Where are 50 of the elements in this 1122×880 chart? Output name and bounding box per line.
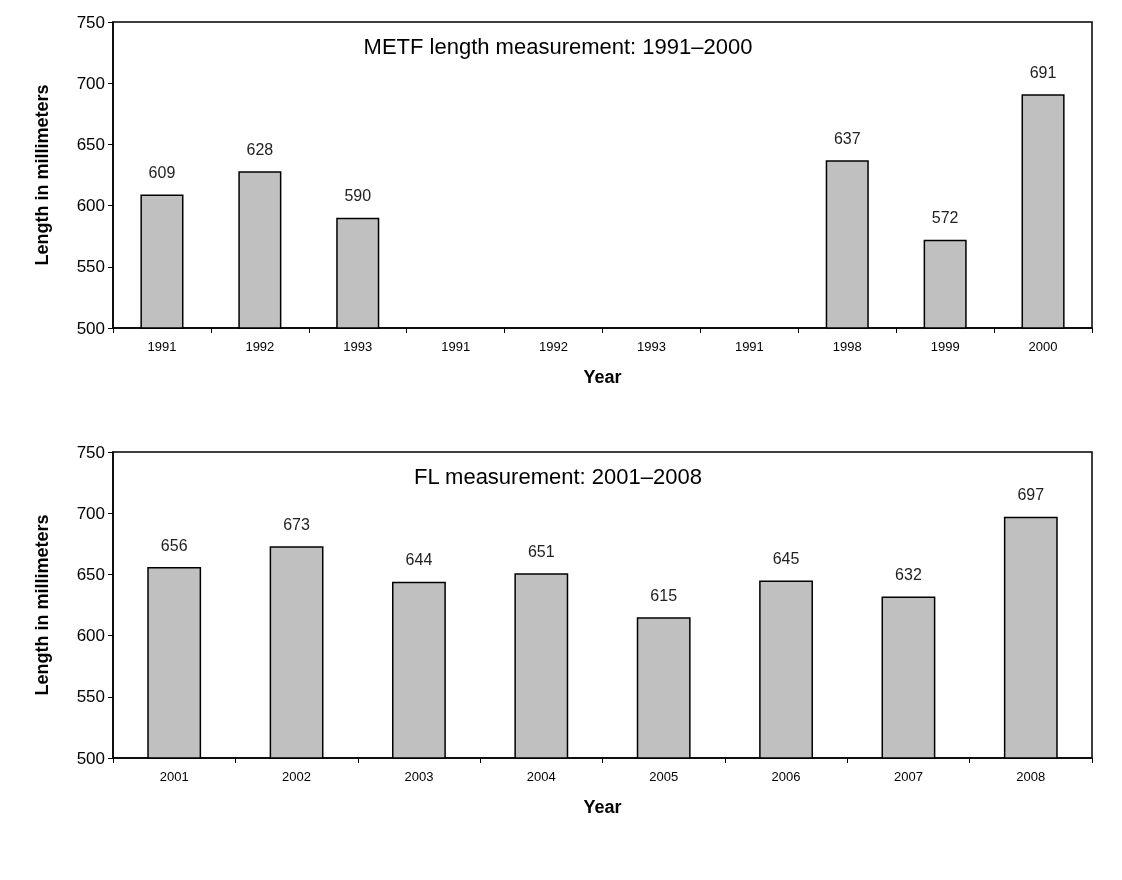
x-tick-label: 1993 bbox=[636, 339, 666, 354]
data-label: 697 bbox=[1017, 486, 1045, 504]
x-tick-label: 1991 bbox=[734, 339, 764, 354]
data-label: 628 bbox=[246, 140, 274, 158]
data-label: 651 bbox=[527, 542, 555, 560]
y-tick-label: 500 bbox=[76, 318, 105, 338]
x-tick-label: 1991 bbox=[441, 339, 471, 354]
y-tick-label: 750 bbox=[76, 12, 105, 32]
y-tick-label: 750 bbox=[76, 442, 105, 462]
x-tick-label: 2008 bbox=[1016, 769, 1046, 784]
data-label: 637 bbox=[833, 129, 861, 147]
x-tick-label: 1991 bbox=[147, 339, 177, 354]
y-tick-label: 700 bbox=[76, 503, 105, 523]
x-tick-label: 1993 bbox=[343, 339, 373, 354]
x-tick-label: 1999 bbox=[930, 339, 960, 354]
data-label: 644 bbox=[405, 551, 433, 569]
data-label: 645 bbox=[772, 550, 800, 568]
y-axis-title: Length in millimeters bbox=[32, 514, 52, 696]
y-tick-label: 650 bbox=[76, 564, 105, 584]
x-axis-title: Year bbox=[583, 367, 622, 387]
y-tick-label: 500 bbox=[76, 748, 105, 768]
x-tick-label: 2006 bbox=[771, 769, 801, 784]
x-tick-label: 2002 bbox=[282, 769, 312, 784]
x-tick-label: 1992 bbox=[539, 339, 569, 354]
data-label: 656 bbox=[160, 536, 188, 554]
data-label: 691 bbox=[1029, 63, 1057, 81]
data-label: 609 bbox=[148, 164, 176, 182]
data-label: 615 bbox=[650, 586, 678, 604]
y-tick-label: 600 bbox=[76, 196, 105, 216]
y-axis-title: Length in millimeters bbox=[32, 84, 52, 266]
data-label: 572 bbox=[931, 209, 959, 227]
y-tick-label: 650 bbox=[76, 134, 105, 154]
x-tick-label: 2004 bbox=[526, 769, 556, 784]
x-tick-label: 1992 bbox=[245, 339, 275, 354]
y-tick-label: 600 bbox=[76, 626, 105, 646]
y-tick-label: 550 bbox=[76, 257, 105, 277]
text: METF length measurement: 1991–2000 bbox=[363, 33, 753, 59]
y-tick-label: 550 bbox=[76, 687, 105, 707]
x-tick-label: 2001 bbox=[159, 769, 189, 784]
x-axis-title: Year bbox=[583, 797, 622, 817]
x-tick-label: 2007 bbox=[893, 769, 923, 784]
text: FL measurement: 2001–2008 bbox=[414, 463, 702, 489]
y-tick-label: 700 bbox=[76, 73, 105, 93]
x-tick-label: 2000 bbox=[1028, 339, 1058, 354]
data-label: 673 bbox=[283, 515, 311, 533]
data-label: 590 bbox=[344, 187, 372, 205]
x-tick-label: 1998 bbox=[832, 339, 862, 354]
data-label: 632 bbox=[895, 565, 922, 583]
x-tick-label: 2003 bbox=[404, 769, 434, 784]
x-tick-label: 2005 bbox=[649, 769, 679, 784]
